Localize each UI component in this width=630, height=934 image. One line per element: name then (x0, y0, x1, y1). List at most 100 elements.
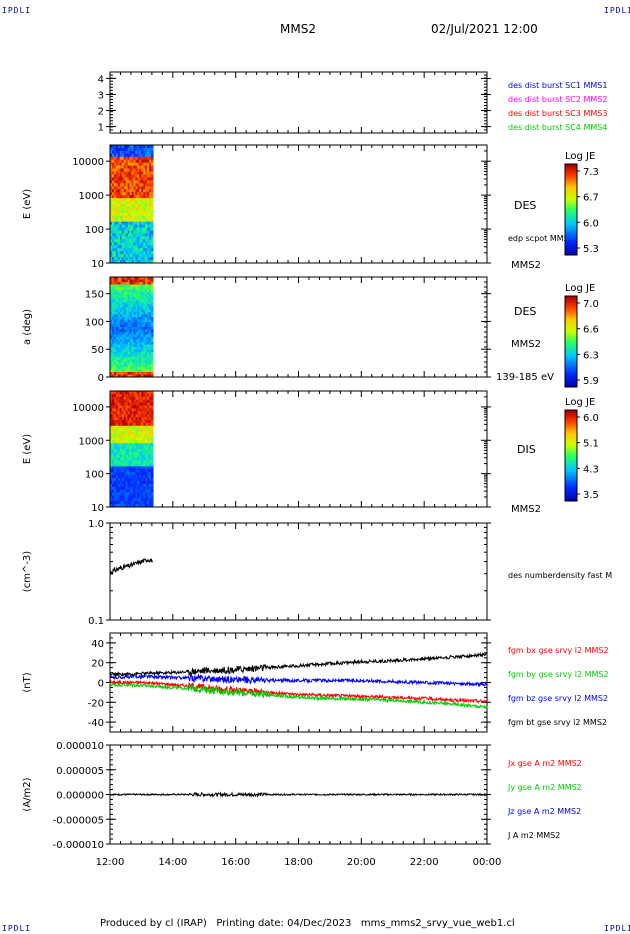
spectrogram-cell (149, 329, 152, 333)
spectrogram-cell (141, 486, 144, 491)
spectrogram-cell (113, 342, 117, 345)
spectrogram-cell (117, 329, 121, 333)
colorbar-swatch (565, 170, 577, 173)
spectrogram-cell (145, 180, 148, 184)
spectrogram-cell (123, 201, 127, 205)
spectrogram-cell (151, 242, 154, 246)
spectrogram-cell (129, 431, 133, 435)
spectrogram-cell (117, 236, 121, 240)
spectrogram-cell (111, 372, 115, 375)
spectrogram-cell (129, 212, 133, 217)
spectrogram-cell (141, 209, 144, 214)
spectrogram-cell (141, 307, 144, 310)
spectrogram-cell (143, 337, 146, 340)
colorbar-swatch (565, 441, 577, 444)
spectrogram-cell (115, 195, 119, 199)
x-tick-label: 20:00 (347, 857, 376, 868)
spectrogram-cell (121, 446, 125, 450)
spectrogram-cell (143, 480, 146, 485)
colorbar-swatch (565, 209, 577, 212)
spectrogram-cell (147, 475, 150, 479)
spectrogram-cell (129, 292, 133, 295)
spectrogram-cell (111, 466, 115, 470)
spectrogram-cell (123, 183, 127, 187)
spectrogram-cell (117, 327, 121, 330)
spectrogram-cell (121, 317, 125, 320)
spectrogram-cell (127, 417, 131, 421)
spectrogram-cell (143, 405, 146, 409)
spectrogram-cell (131, 342, 134, 345)
colorbar-title: Log JE (565, 283, 595, 294)
spectrogram-cell (143, 334, 146, 338)
spectrogram-cell (145, 396, 148, 401)
colorbar-swatch (565, 247, 577, 250)
spectrogram-cell (143, 282, 146, 285)
spectrogram-cell (145, 289, 148, 293)
spectrogram-cell (131, 411, 134, 415)
spectrogram-cell (123, 344, 127, 348)
spectrogram-cell (111, 362, 115, 365)
spectrogram-cell (133, 180, 136, 184)
spectrogram-cell (111, 498, 115, 502)
spectrogram-cell (135, 209, 138, 214)
spectrogram-cell (133, 227, 136, 232)
spectrogram-cell (147, 227, 150, 232)
spectrogram-cell (151, 466, 154, 470)
spectrogram-cell (141, 221, 144, 226)
spectrogram-cell (110, 446, 113, 450)
spectrogram-cell (149, 314, 152, 318)
spectrogram-cell (111, 284, 115, 288)
spectrogram-cell (117, 302, 121, 305)
spectrogram-cell (143, 153, 146, 158)
spectrogram-cell (135, 292, 138, 295)
spectrogram-cell (125, 327, 129, 330)
spectrogram-cell (137, 180, 140, 184)
spectrogram-cell (145, 304, 148, 308)
spectrogram-cell (139, 422, 142, 427)
spectrogram-cell (137, 284, 140, 288)
spectrogram-cell (151, 357, 154, 360)
spectrogram-cell (149, 480, 152, 485)
spectrogram-cell (141, 332, 144, 335)
spectrogram-cell (121, 195, 125, 199)
spectrogram-cell (121, 362, 125, 365)
spectrogram-cell (121, 294, 125, 298)
spectrogram-cell (137, 399, 140, 404)
colorbar-swatch (565, 341, 577, 344)
spectrogram-cell (143, 475, 146, 479)
spectrogram-cell (123, 446, 127, 450)
spectrogram-cell (119, 372, 123, 375)
spectrogram-cell (110, 198, 113, 202)
spectrogram-cell (115, 322, 119, 325)
spectrogram-cell (145, 312, 148, 315)
spectrogram-cell (143, 364, 146, 368)
spectrogram-cell (137, 475, 140, 479)
colorbar-swatch (565, 414, 577, 417)
spectrogram-cell (110, 150, 113, 155)
spectrogram-cell (139, 192, 142, 196)
spectrogram-cell (110, 224, 113, 229)
spectrogram-cell (135, 277, 138, 280)
spectrogram-cell (145, 322, 148, 325)
spectrogram-cell (121, 443, 125, 447)
colorbar-swatch (565, 248, 577, 251)
spectrogram-cell (141, 206, 144, 211)
spectrogram-cell (147, 347, 150, 350)
spectrogram-cell (110, 156, 113, 161)
spectrogram-cell (115, 317, 119, 320)
spectrogram-cell (147, 337, 150, 340)
spectrogram-cell (131, 434, 134, 438)
spectrogram-cell (151, 251, 154, 255)
spectrogram-cell (139, 352, 142, 355)
spectrogram-cell (143, 369, 146, 373)
spectrogram-cell (129, 472, 133, 476)
spectrogram-cell (115, 349, 119, 353)
colorbar-swatch (565, 466, 577, 469)
spectrogram-cell (147, 463, 150, 467)
spectrogram-cell (151, 451, 154, 456)
spectrogram-cell (135, 396, 138, 401)
spectrogram-cell (145, 254, 148, 258)
spectrogram-cell (119, 289, 123, 293)
spectrogram-cell (139, 364, 142, 368)
spectrogram-cell (129, 344, 133, 348)
